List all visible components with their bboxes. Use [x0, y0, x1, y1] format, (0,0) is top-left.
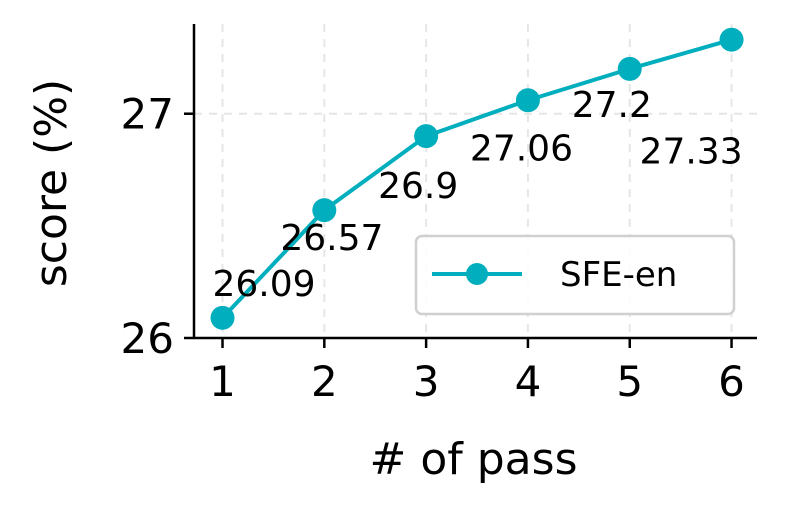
x-tick-label-1: 1: [209, 357, 236, 406]
x-axis-title: # of pass: [370, 434, 578, 485]
x-tick-label-3: 3: [413, 357, 440, 406]
x-tick-label-6: 6: [718, 357, 745, 406]
y-tick-label-26: 26: [121, 314, 174, 363]
data-point-3: [414, 124, 439, 149]
series-line-sfe-en: [221, 37, 733, 320]
x-axis-ticks: 1 2 3 4 5 6: [209, 338, 745, 406]
x-tick-label-2: 2: [311, 357, 338, 406]
legend: SFE-en: [414, 234, 736, 316]
data-label-5: 27.2: [572, 85, 652, 126]
legend-marker: [466, 263, 488, 285]
data-point-5: [617, 56, 642, 81]
legend-entry-sfe-en: SFE-en: [560, 255, 677, 295]
data-label-3: 26.9: [378, 166, 458, 207]
y-axis-ticks: 26 27: [121, 90, 194, 363]
legend-box: [414, 234, 736, 316]
data-point-1: [210, 305, 235, 330]
data-label-2: 26.57: [280, 218, 383, 259]
data-point-2: [312, 198, 337, 223]
x-tick-label-5: 5: [616, 357, 643, 406]
series-layer: [210, 27, 744, 330]
data-point-4: [515, 88, 540, 113]
data-label-6: 27.33: [640, 132, 743, 173]
x-tick-label-4: 4: [515, 357, 542, 406]
y-tick-label-27: 27: [121, 90, 174, 139]
data-label-4: 27.06: [470, 128, 573, 169]
y-axis-title: score (%): [26, 79, 77, 287]
data-point-6: [719, 27, 744, 52]
data-label-1: 26.09: [213, 264, 316, 305]
